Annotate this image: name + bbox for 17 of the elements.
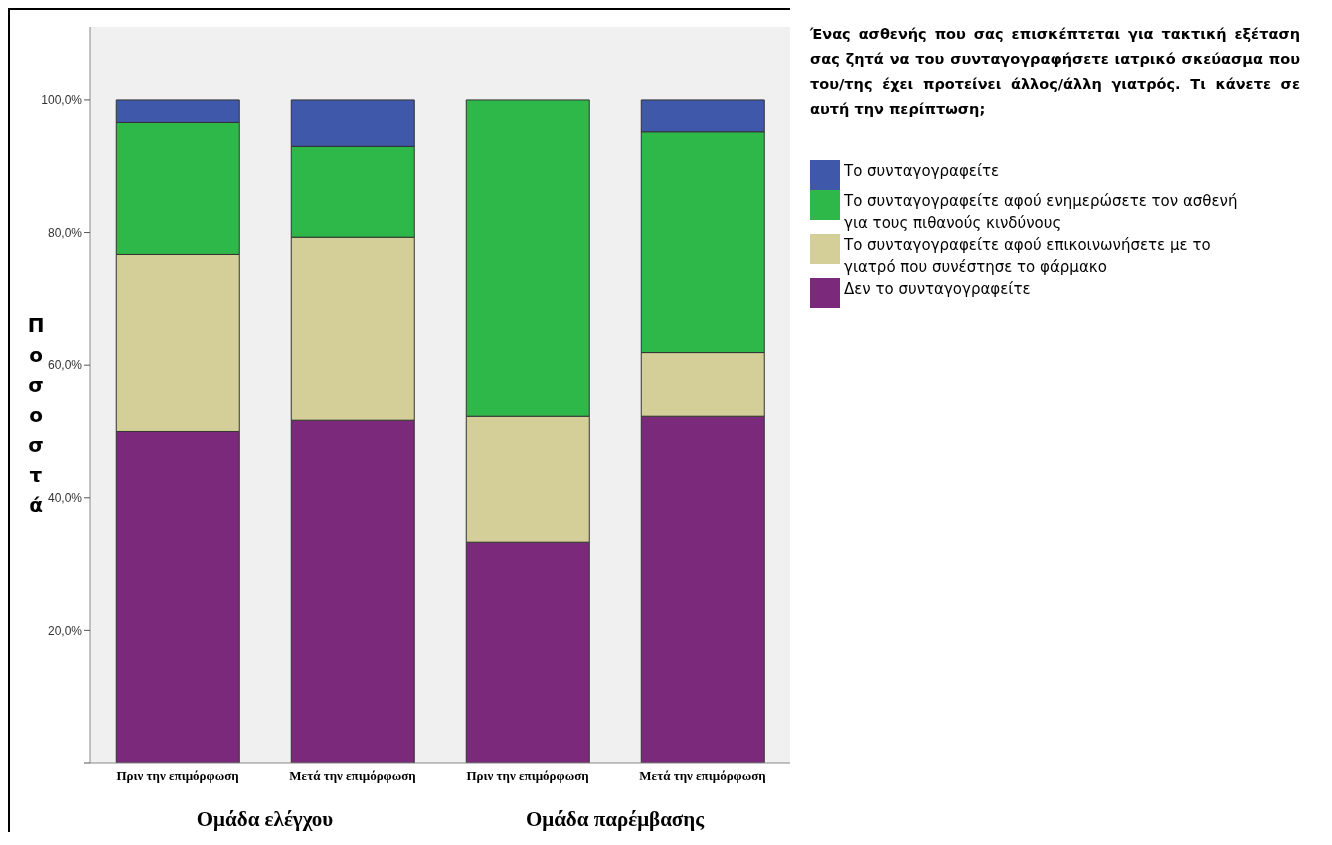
x-axis-title: Ομάδα ελέγχου <box>195 806 335 832</box>
y-tick-label: 80,0% <box>47 225 83 240</box>
x-axis-title: Ομάδα παρέμβασης <box>524 806 706 832</box>
legend-label: Δεν το συνταγογραφείτε <box>844 279 1031 300</box>
y-tick-label: 100,0% <box>41 93 83 108</box>
legend-title: Ένας ασθενής που σας επισκέπτεται για τακτική εξέταση σας ζητά να του συνταγογραφήσετε ιατρικό σκεύασμα που του/της έχει προτείνει άλλος/άλλη γιατρός. Τι κάνετε σε αυτή την περίπτωση; <box>810 25 1300 119</box>
y-tick-label: 60,0% <box>47 358 83 373</box>
x-tick-label: Πριν την επιμόρφωση <box>116 768 239 784</box>
legend-label: Το συνταγογραφείτε αφού επικοινωνήσετε με το γιατρό που συνέστησε το φάρμακο <box>844 235 1212 278</box>
x-tick-label: Μετά την επιμόρφωση <box>289 768 416 784</box>
x-tick-label: Πριν την επιμόρφωση <box>466 768 589 784</box>
y-tick-label: 20,0% <box>47 623 83 638</box>
legend-label: Το συνταγογραφείτε <box>844 161 1000 182</box>
y-axis-title: Ποσοστά <box>26 312 46 519</box>
legend-label: Το συνταγογραφείτε αφού ενημερώσετε τον ασθενή για τους πιθανούς κινδύνους <box>844 191 1239 234</box>
x-tick-label: Μετά την επιμόρφωση <box>639 768 766 784</box>
y-tick-label: 40,0% <box>47 491 83 506</box>
